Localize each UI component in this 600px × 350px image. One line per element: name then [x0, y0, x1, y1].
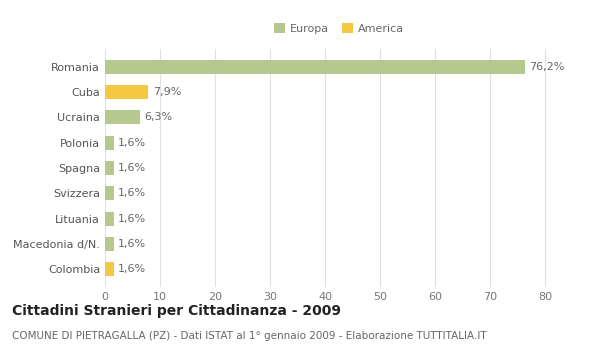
Text: 1,6%: 1,6% [118, 138, 146, 148]
Text: Cittadini Stranieri per Cittadinanza - 2009: Cittadini Stranieri per Cittadinanza - 2… [12, 304, 341, 318]
Text: 1,6%: 1,6% [118, 163, 146, 173]
Bar [105, 212, 114, 225]
Text: 1,6%: 1,6% [118, 188, 146, 198]
Bar [105, 85, 148, 99]
Text: 1,6%: 1,6% [118, 264, 146, 274]
Bar [105, 60, 524, 74]
Text: 76,2%: 76,2% [529, 62, 565, 72]
Bar [105, 136, 114, 150]
Bar [105, 262, 114, 276]
Bar [105, 161, 114, 175]
Text: 7,9%: 7,9% [153, 87, 181, 97]
Bar [105, 111, 140, 124]
Text: 1,6%: 1,6% [118, 214, 146, 224]
Bar [105, 186, 114, 200]
Legend: Europa, America: Europa, America [270, 19, 408, 39]
Text: 1,6%: 1,6% [118, 239, 146, 249]
Bar [105, 237, 114, 251]
Text: 6,3%: 6,3% [144, 112, 172, 122]
Text: COMUNE DI PIETRAGALLA (PZ) - Dati ISTAT al 1° gennaio 2009 - Elaborazione TUTTIT: COMUNE DI PIETRAGALLA (PZ) - Dati ISTAT … [12, 331, 487, 341]
